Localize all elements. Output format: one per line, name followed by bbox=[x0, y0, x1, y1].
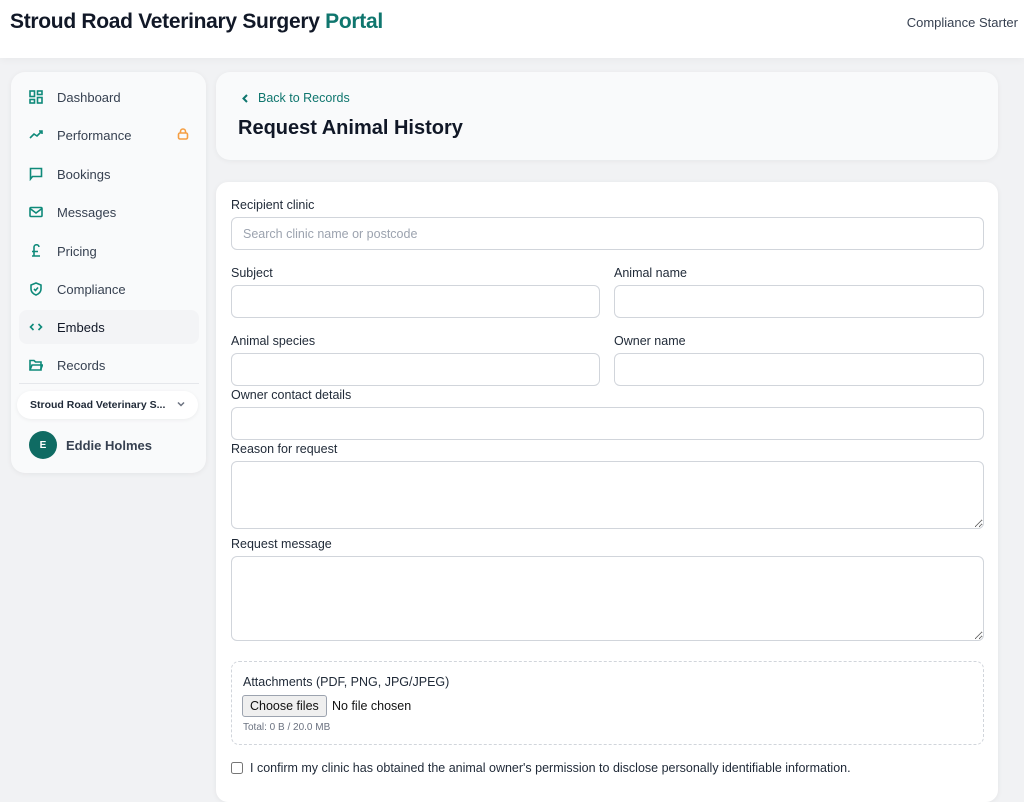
animal-species-input[interactable] bbox=[231, 353, 600, 386]
sidebar: Dashboard Performance Bookings Messages … bbox=[11, 72, 206, 473]
sidebar-divider bbox=[19, 383, 199, 384]
sidebar-item-dashboard[interactable]: Dashboard bbox=[19, 80, 199, 114]
reason-textarea[interactable] bbox=[231, 461, 984, 529]
clinic-switcher[interactable]: Stroud Road Veterinary S... bbox=[17, 391, 198, 419]
sidebar-item-label: Messages bbox=[57, 204, 117, 220]
sidebar-item-label: Compliance bbox=[57, 281, 126, 297]
reason-label: Reason for request bbox=[231, 442, 338, 456]
pound-icon bbox=[32, 244, 40, 257]
recipient-label: Recipient clinic bbox=[231, 198, 315, 212]
sidebar-item-label: Performance bbox=[57, 127, 132, 143]
sidebar-item-messages[interactable]: Messages bbox=[19, 195, 199, 229]
choose-files-button[interactable]: Choose files bbox=[242, 695, 327, 717]
user-name: Eddie Holmes bbox=[66, 437, 152, 453]
shield-icon bbox=[30, 282, 42, 296]
page-header-card: Back to Records Request Animal History bbox=[216, 72, 998, 160]
owner-contact-label: Owner contact details bbox=[231, 388, 352, 402]
brand-title: Stroud Road Veterinary Surgery Portal bbox=[10, 10, 383, 33]
permission-confirm[interactable]: I confirm my clinic has obtained the ani… bbox=[231, 761, 851, 775]
sidebar-item-bookings[interactable]: Bookings bbox=[19, 157, 199, 191]
sidebar-item-label: Embeds bbox=[57, 319, 105, 335]
animal-name-input[interactable] bbox=[614, 285, 984, 318]
subject-input[interactable] bbox=[231, 285, 600, 318]
attachments-total: Total: 0 B / 20.0 MB bbox=[243, 722, 331, 733]
animal-name-label: Animal name bbox=[614, 266, 687, 280]
chevron-left-icon bbox=[242, 93, 248, 103]
sidebar-item-label: Records bbox=[57, 357, 106, 373]
plan-label: Compliance Starter bbox=[906, 15, 1018, 30]
folder-icon bbox=[29, 359, 43, 371]
chat-icon bbox=[29, 167, 43, 181]
sidebar-item-records[interactable]: Records bbox=[19, 348, 199, 382]
top-header: Stroud Road Veterinary Surgery Portal Co… bbox=[0, 0, 1024, 58]
subject-label: Subject bbox=[231, 266, 273, 280]
permission-checkbox[interactable] bbox=[231, 762, 243, 774]
message-label: Request message bbox=[231, 537, 332, 551]
request-message-textarea[interactable] bbox=[231, 556, 984, 641]
clinic-name: Stroud Road Veterinary S... bbox=[30, 399, 166, 411]
code-icon bbox=[29, 323, 43, 331]
species-label: Animal species bbox=[231, 334, 316, 348]
lock-icon bbox=[177, 128, 189, 140]
recipient-clinic-input[interactable] bbox=[231, 217, 984, 250]
owner-name-label: Owner name bbox=[614, 334, 686, 348]
sidebar-item-embeds[interactable]: Embeds bbox=[19, 310, 199, 344]
sidebar-item-label: Bookings bbox=[57, 166, 111, 182]
avatar: E bbox=[29, 431, 57, 459]
back-to-records-link[interactable]: Back to Records bbox=[241, 91, 350, 105]
permission-label: I confirm my clinic has obtained the ani… bbox=[250, 761, 851, 775]
attachments-section: Attachments (PDF, PNG, JPG/JPEG) Choose … bbox=[231, 661, 984, 745]
grid-icon bbox=[29, 90, 43, 104]
back-label: Back to Records bbox=[258, 91, 350, 105]
user-profile[interactable]: E Eddie Holmes bbox=[29, 431, 152, 459]
sidebar-item-label: Dashboard bbox=[57, 89, 121, 105]
attachments-label: Attachments (PDF, PNG, JPG/JPEG) bbox=[243, 675, 450, 689]
owner-contact-input[interactable] bbox=[231, 407, 984, 440]
page-title: Request Animal History bbox=[238, 117, 463, 139]
sidebar-item-pricing[interactable]: Pricing bbox=[19, 234, 199, 268]
chevron-down-icon bbox=[177, 401, 185, 407]
trending-up-icon bbox=[29, 130, 43, 139]
sidebar-item-label: Pricing bbox=[57, 243, 97, 259]
file-status: No file chosen bbox=[332, 699, 412, 713]
owner-name-input[interactable] bbox=[614, 353, 984, 386]
sidebar-item-compliance[interactable]: Compliance bbox=[19, 272, 199, 306]
sidebar-item-performance[interactable]: Performance bbox=[19, 118, 199, 152]
mail-icon bbox=[29, 206, 43, 218]
request-form: Recipient clinic Subject Animal name Ani… bbox=[216, 182, 998, 802]
